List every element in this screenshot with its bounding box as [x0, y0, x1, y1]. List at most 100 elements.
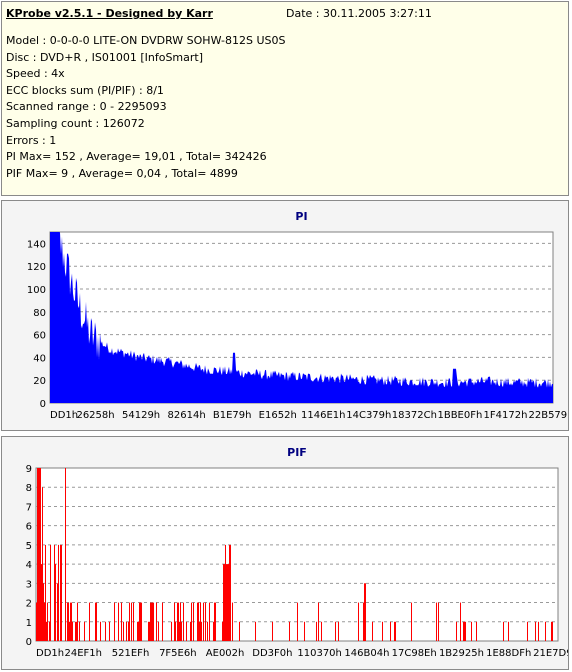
pif-bar [67, 602, 68, 641]
pif-y-tick-label: 5 [26, 541, 32, 552]
pif-bar [75, 621, 76, 641]
pif-bar [41, 564, 42, 641]
pif-bar [79, 621, 80, 641]
pif-bar [156, 602, 157, 641]
pif-bar [224, 564, 225, 641]
pif-bar [44, 602, 45, 641]
pif-bar [150, 602, 151, 641]
pif-chart: PIF 0 1 2 3 4 5 6 7 8 9 DD1h 24EF1h 521EFh 7F5E6h AE002… [26, 446, 568, 659]
pif-bar [463, 621, 464, 641]
pif-bar [289, 621, 290, 641]
pif-bar [95, 602, 96, 641]
pif-bar [181, 621, 182, 641]
pif-bar [126, 621, 127, 641]
info-errors: Errors : 1 [6, 133, 57, 147]
pi-y-tick-label: 20 [33, 376, 46, 387]
pif-bar [61, 544, 62, 641]
pif-bar [225, 544, 226, 641]
pif-x-tick-label: 24EF1h [65, 648, 103, 659]
pif-bar [153, 602, 154, 641]
pif-bar [138, 621, 139, 641]
pif-bar [148, 621, 149, 641]
pif-x-tick-label: 521EFh [112, 648, 150, 659]
pif-bar [197, 602, 198, 641]
pi-x-tick-label: 1146E1h [301, 410, 345, 421]
disc-info-panel: KProbe v2.5.1 - Designed by Karr Date : … [1, 1, 569, 196]
pif-y-tick-label: 6 [26, 522, 32, 533]
pif-bar [316, 621, 317, 641]
pif-y-tick-label: 2 [26, 599, 32, 610]
pif-bar [114, 602, 115, 641]
scan-date: Date : 30.11.2005 3:27:11 [286, 7, 432, 20]
pif-bar [183, 602, 184, 641]
pif-bar [230, 544, 231, 641]
pi-x-tick-label: E1652h [259, 410, 297, 421]
pif-bar [118, 602, 119, 641]
pif-bar [318, 602, 319, 641]
pif-bar [364, 583, 365, 641]
info-scanned-range: Scanned range : 0 - 2295093 [6, 100, 167, 114]
pif-bar [76, 621, 77, 641]
pif-bar [460, 602, 461, 641]
pif-bar [133, 602, 134, 641]
pif-bar [65, 468, 66, 641]
pif-bar [436, 602, 437, 641]
pi-y-tick-label: 140 [27, 239, 46, 250]
pif-bar [105, 621, 106, 641]
pif-bar [109, 621, 110, 641]
pif-x-tick-label: 17C98Eh [392, 648, 437, 659]
pi-series-area [50, 232, 553, 403]
pi-x-tick-label: 1BBE0Fh [437, 410, 482, 421]
pif-bar [476, 621, 477, 641]
pif-bar [365, 583, 366, 641]
pif-bar [131, 602, 132, 641]
pif-bar [205, 602, 206, 641]
pi-x-tick-label: 1F4172h [484, 410, 528, 421]
pif-bar [223, 564, 224, 641]
pif-bar [141, 602, 142, 641]
info-model: Model : 0-0-0-0 LITE-ON DVDRW SOHW-812S … [6, 34, 286, 47]
pif-bar [304, 621, 305, 641]
info-speed: Speed : 4x [6, 67, 65, 81]
pif-bar [465, 621, 466, 641]
pif-bar [551, 621, 552, 641]
pif-y-tick-label: 7 [26, 502, 32, 513]
pif-x-tick-label: 110370h [297, 648, 342, 659]
pif-bar [179, 621, 180, 641]
app-title: KProbe v2.5.1 - Designed by Karr [6, 7, 213, 20]
pif-bar [178, 602, 179, 641]
pif-bar [535, 621, 536, 641]
pif-bar [190, 621, 191, 641]
pif-bar [272, 621, 273, 641]
pif-bar [175, 621, 176, 641]
pif-bar [43, 583, 44, 641]
pif-bar [215, 602, 216, 641]
pif-bar [226, 564, 227, 641]
pif-bar [394, 621, 395, 641]
pi-x-tick-label: 82614h [168, 410, 206, 421]
pif-y-tick-label: 4 [26, 560, 32, 571]
pif-y-tick-label: 0 [26, 637, 32, 648]
pif-x-tick-label: 21E7D9h [533, 648, 568, 659]
pif-bar [228, 564, 229, 641]
pif-bar [209, 602, 210, 641]
pif-bar [464, 621, 465, 641]
pif-bar [186, 621, 187, 641]
pif-x-tick-label: 146B04h [344, 648, 389, 659]
pif-bar [47, 602, 48, 641]
pif-bar [37, 468, 38, 641]
pif-bar [36, 602, 37, 641]
pif-bar [538, 621, 539, 641]
pif-x-tick-label: DD3F0h [252, 648, 292, 659]
pif-bar [180, 602, 181, 641]
pif-bar [39, 468, 40, 641]
pif-bar [227, 564, 228, 641]
pif-bar [140, 602, 141, 641]
info-list: Model : 0-0-0-0 LITE-ON DVDRW SOHW-812S … [6, 33, 285, 182]
pif-bar [198, 602, 199, 641]
pif-bar [139, 602, 140, 641]
pif-bar [162, 602, 163, 641]
pif-bar [200, 602, 201, 641]
pif-bar [151, 602, 152, 641]
pif-x-tick-label: 1E88DFh [486, 648, 531, 659]
